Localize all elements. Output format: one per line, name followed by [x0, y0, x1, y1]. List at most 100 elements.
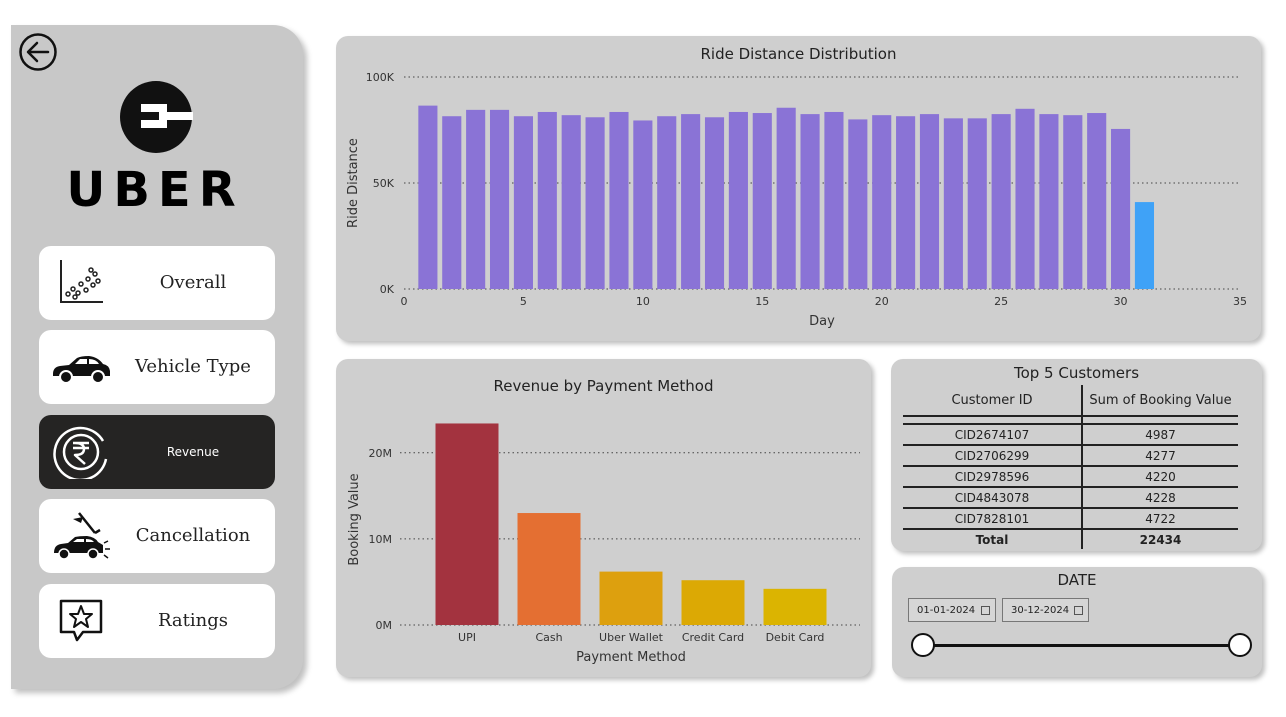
y-tick-label: 0M — [376, 619, 393, 632]
revenue-chart: 0M 10M 20M UPI Cash Uber Wallet Credit Card Deb… — [347, 423, 860, 665]
bar — [681, 114, 701, 289]
bar — [752, 113, 772, 289]
bar — [776, 107, 796, 290]
x-tick-label: Debit Card — [766, 631, 825, 644]
nav-vehicle-type-label: Vehicle Type — [135, 356, 251, 377]
calendar-icon — [1074, 606, 1083, 615]
bar — [872, 115, 892, 289]
bar — [609, 111, 629, 289]
back-arrow-icon[interactable] — [18, 32, 58, 72]
total-value: 22434 — [1139, 532, 1182, 547]
revenue-chart-title: Revenue by Payment Method — [493, 377, 714, 395]
revenue-chart-card: Revenue by Payment Method 0M 10M 20M UPI Cas… — [336, 359, 871, 677]
rupee-icon — [53, 426, 108, 479]
x-tick-label: UPI — [458, 631, 476, 644]
bar — [896, 116, 916, 289]
col-customer-id: Customer ID — [903, 385, 1083, 417]
top-customers-card: Top 5 Customers Customer ID Sum of Booki… — [891, 359, 1262, 551]
table-row: CID2706299 4277 — [903, 445, 1238, 467]
bar — [1134, 202, 1155, 289]
customer-id: CID2674107 — [903, 424, 1083, 446]
x-axis-label: Day — [809, 314, 835, 329]
date-filter-title: DATE — [1057, 571, 1097, 589]
table-row: CID4843078 4228 — [903, 487, 1238, 509]
x-tick-label: Uber Wallet — [599, 631, 664, 644]
bar — [561, 115, 581, 289]
bar — [848, 119, 868, 290]
nav-overall-label: Overall — [159, 272, 227, 293]
y-tick-label: 0K — [380, 283, 395, 296]
booking-value: 4722 — [1082, 508, 1238, 530]
y-tick-label: 10M — [369, 533, 393, 546]
x-tick-label: 25 — [994, 295, 1008, 308]
distance-chart: 0K 50K 100K 0 5 10 15 20 25 30 35 Day Ride Distance — [346, 71, 1247, 329]
nav-overall-button[interactable]: Overall — [39, 246, 275, 320]
col-sum-booking: Sum of Booking Value — [1082, 385, 1238, 417]
date-range-end-handle[interactable] — [1228, 633, 1252, 657]
car-icon — [53, 356, 110, 384]
nav-cancellation-label: Cancellation — [135, 525, 251, 546]
bar — [1111, 128, 1131, 289]
y-tick-label: 50K — [373, 177, 395, 190]
star-message-icon — [59, 599, 103, 642]
bar — [824, 111, 844, 289]
bar — [435, 423, 499, 625]
booking-value: 4987 — [1082, 424, 1238, 446]
uber-logo: UBER — [60, 80, 250, 218]
x-tick-label: 10 — [636, 295, 650, 308]
customer-id: CID2978596 — [903, 466, 1083, 488]
table-header: Customer ID Sum of Booking Value — [903, 385, 1238, 417]
x-tick-label: Cash — [535, 631, 562, 644]
nav-revenue-button[interactable]: Revenue — [39, 415, 275, 489]
date-range-start-handle[interactable] — [911, 633, 935, 657]
scatter-chart-icon — [60, 260, 103, 303]
distance-chart-card: Ride Distance Distribution 0K 50K 100K 0 5 10… — [336, 36, 1261, 341]
uber-logo-icon — [120, 81, 193, 153]
start-date-input[interactable]: 01-01-2024 — [908, 598, 996, 622]
bar — [991, 114, 1011, 289]
distance-chart-title: Ride Distance Distribution — [700, 45, 897, 63]
x-axis-label: Payment Method — [576, 650, 686, 665]
nav-revenue-label: Revenue — [166, 445, 220, 459]
bar — [763, 588, 827, 625]
nav-cancellation-button[interactable]: Cancellation — [39, 499, 275, 573]
customer-id: CID7828101 — [903, 508, 1083, 530]
booking-value: 4277 — [1082, 445, 1238, 467]
nav-ratings-label: Ratings — [157, 610, 229, 631]
booking-value: 4228 — [1082, 487, 1238, 509]
bar — [466, 109, 486, 289]
end-date-value: 30-12-2024 — [1011, 605, 1070, 616]
bar — [704, 117, 725, 289]
y-tick-label: 20M — [369, 447, 393, 460]
bar — [728, 111, 748, 289]
top-customers-title: Top 5 Customers — [1013, 364, 1140, 382]
y-axis-label: Booking Value — [347, 473, 362, 565]
bar — [489, 109, 510, 289]
nav-ratings-button[interactable]: Ratings — [39, 584, 275, 658]
total-label: Total — [903, 529, 1083, 549]
nav-vehicle-type-button[interactable]: Vehicle Type — [39, 330, 275, 404]
table-row: CID2674107 4987 — [903, 424, 1238, 446]
bar — [967, 118, 987, 289]
logo-text: UBER — [66, 162, 244, 218]
bar — [919, 114, 940, 289]
table-spacer — [903, 416, 1238, 425]
calendar-icon — [981, 606, 990, 615]
x-tick-label: 15 — [755, 295, 769, 308]
bar — [943, 118, 963, 289]
date-range-slider-track[interactable] — [924, 644, 1241, 647]
customer-id: CID2706299 — [903, 445, 1083, 467]
bar — [585, 117, 605, 289]
bar — [442, 116, 462, 289]
bar — [633, 120, 653, 290]
bar — [537, 111, 557, 289]
bar — [513, 116, 533, 289]
x-tick-label: 20 — [875, 295, 889, 308]
end-date-input[interactable]: 30-12-2024 — [1002, 598, 1089, 622]
x-tick-label: 30 — [1114, 295, 1128, 308]
table-row: CID7828101 4722 — [903, 508, 1238, 530]
bar — [1039, 114, 1059, 289]
bar — [1087, 113, 1107, 289]
bar — [599, 571, 663, 625]
car-crash-icon — [54, 512, 110, 560]
